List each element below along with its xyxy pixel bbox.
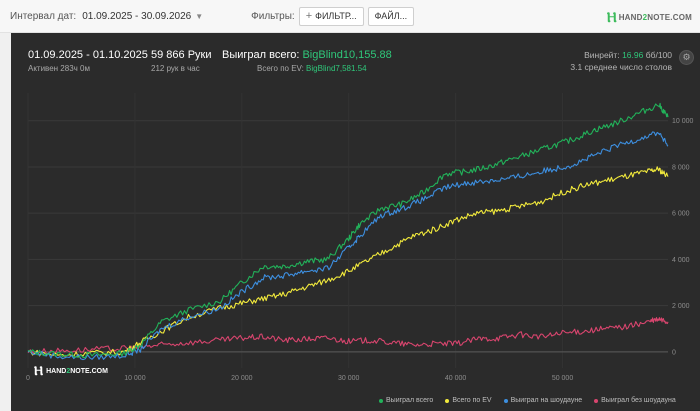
legend-item[interactable]: Выиграл без шоудауна [594,397,676,404]
logo-two: 2 [642,13,648,22]
series-line-0 [27,102,669,359]
date-range-selector[interactable]: 01.09.2025 - 30.09.2026 [82,10,192,22]
file-button[interactable]: ФАЙЛ... [367,6,415,26]
y-tick-label: 2 000 [672,303,690,310]
winrate: Винрейт: 16.96 бб/100 [584,50,672,60]
date-interval-label: Интервал дат: [10,10,77,22]
won-total: Выиграл всего: BigBlind10,155.88 [222,49,392,61]
y-tick-label: 4 000 [672,257,690,264]
gear-icon[interactable]: ⚙ [679,50,694,65]
x-tick-label: 40 000 [445,375,467,382]
series-line-3 [27,317,669,355]
logo-suffix: NOTE.COM [647,13,692,22]
winrate-label: Винрейт: [584,50,620,60]
watermark-logo: Ⲏ HAND2NOTE.COM [34,363,108,379]
legend-item[interactable]: Всего по EV [445,397,492,404]
series-line-1 [27,166,669,358]
y-tick-label: 0 [672,349,676,356]
legend-dot-icon [445,398,450,403]
legend-label: Выиграл всего [386,397,434,404]
filters-label: Фильтры: [251,10,295,22]
y-tick-label: 6 000 [672,211,690,218]
legend-dot-icon [503,398,508,403]
app-logo: Ⲏ HAND2NOTE.COM [607,9,692,26]
chart-legend: Выиграл всего Всего по EV Выиграл на шоуда… [379,397,688,404]
legend-dot-icon [594,398,599,403]
x-tick-label: 0 [26,375,30,382]
won-total-label: Выиграл всего: [222,49,300,61]
winrate-unit: бб/100 [645,50,672,60]
plus-icon: + [305,9,313,22]
legend-dot-icon [379,398,383,403]
legend-label: Выиграл на шоудауне [510,397,583,404]
x-tick-label: 30 000 [338,375,360,382]
y-tick-label: 8 000 [672,164,690,171]
file-button-label: ФАЙЛ... [374,10,408,21]
legend-item[interactable]: Выиграл всего [379,397,433,404]
watermark-prefix: HAND [46,367,67,375]
legend-item[interactable]: Выиграл на шоудауне [503,397,583,404]
period-value: 01.09.2025 - 01.10.2025 [28,49,148,61]
active-time: Активен 283ч 0м [28,64,90,73]
watermark-suffix: NOTE.COM [70,367,108,375]
y-tick-label: 10 000 [672,118,694,125]
legend-label: Всего по EV [452,397,492,404]
ev-label: Всего по EV: [257,64,304,73]
series-line-2 [27,131,669,361]
x-tick-label: 10 000 [124,375,146,382]
watermark-h-icon: Ⲏ [34,363,44,378]
hands-count: 59 866 Руки [151,49,212,61]
filter-button[interactable]: + ФИЛЬТР... [298,6,364,26]
avg-tables: 3.1 среднее число столов [570,62,672,72]
x-tick-label: 50 000 [552,375,574,382]
logo-h-icon: Ⲏ [606,9,617,25]
winrate-value: 16.96 [622,50,644,60]
filter-button-label: ФИЛЬТР... [315,10,357,21]
ev-total: Всего по EV: BigBlind7,581.54 [257,64,367,73]
won-total-value: BigBlind10,155.88 [302,49,392,61]
profit-chart: 0 2 000 4 000 6 000 8 000 10 000 0 10 000 20 000… [26,93,694,382]
legend-label: Выиграл без шоудауна [601,397,676,404]
logo-prefix: HAND [618,13,643,22]
top-toolbar: Интервал дат: 01.09.2025 - 30.09.2026 ▼ … [0,0,700,33]
x-tick-label: 20 000 [231,375,253,382]
chevron-down-icon[interactable]: ▼ [195,11,204,21]
hands-per-hour: 212 рук в час [151,64,200,73]
ev-value: BigBlind7,581.54 [306,64,367,73]
results-panel: 01.09.2025 - 01.10.2025 Активен 283ч 0м … [11,33,700,411]
watermark-two: 2 [66,367,71,375]
